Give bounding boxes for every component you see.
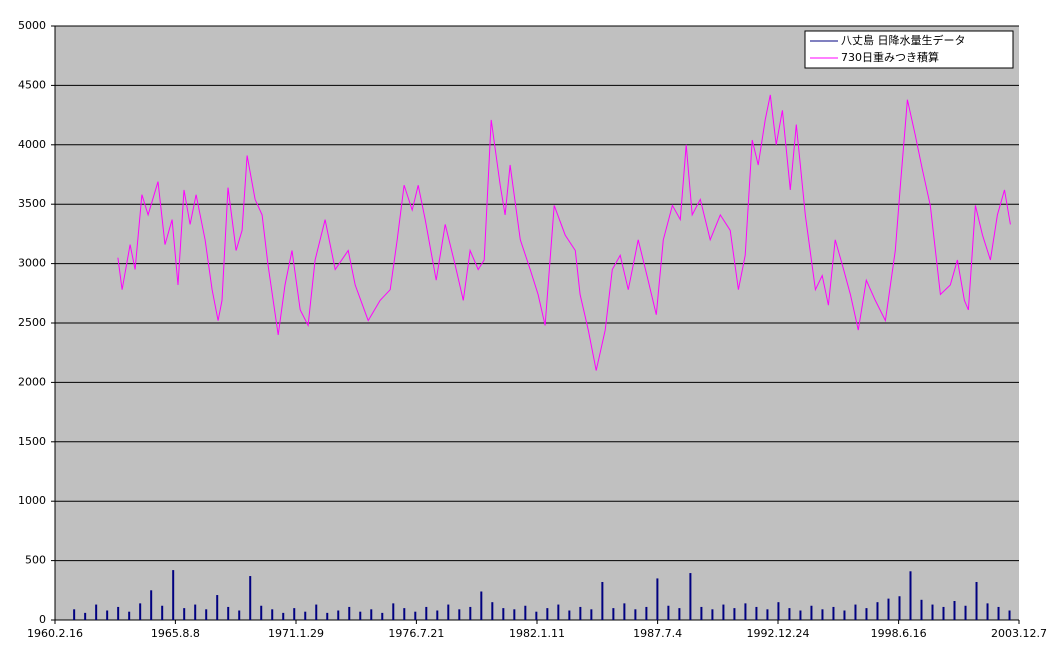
y-tick-label: 5000 (18, 19, 46, 32)
x-tick-label: 1992.12.24 (747, 627, 810, 640)
y-tick-label: 3000 (18, 257, 46, 270)
y-tick-label: 3500 (18, 197, 46, 210)
legend-label: 八丈島 日降水量生データ (841, 33, 966, 47)
legend-box (804, 30, 1014, 69)
y-tick-label: 2500 (18, 316, 46, 329)
series-line (117, 94, 1011, 371)
y-tick-label: 2000 (18, 375, 46, 388)
y-tick-label: 0 (39, 613, 46, 626)
y-tick-label: 500 (25, 554, 46, 567)
y-tick-label: 1500 (18, 435, 46, 448)
x-tick-label: 2003.12.7 (991, 627, 1047, 640)
x-tick-label: 1971.1.29 (268, 627, 324, 640)
x-tick-label: 1998.6.16 (871, 627, 927, 640)
y-tick-label: 1000 (18, 494, 46, 507)
x-tick-label: 1982.1.11 (509, 627, 565, 640)
y-tick-label: 4000 (18, 138, 46, 151)
legend-label: 730日重みつき積算 (841, 50, 939, 64)
x-tick-label: 1960.2.16 (27, 627, 83, 640)
y-tick-label: 4500 (18, 78, 46, 91)
x-tick-label: 1965.8.8 (151, 627, 200, 640)
x-tick-label: 1987.7.4 (633, 627, 682, 640)
x-tick-label: 1976.7.21 (388, 627, 444, 640)
